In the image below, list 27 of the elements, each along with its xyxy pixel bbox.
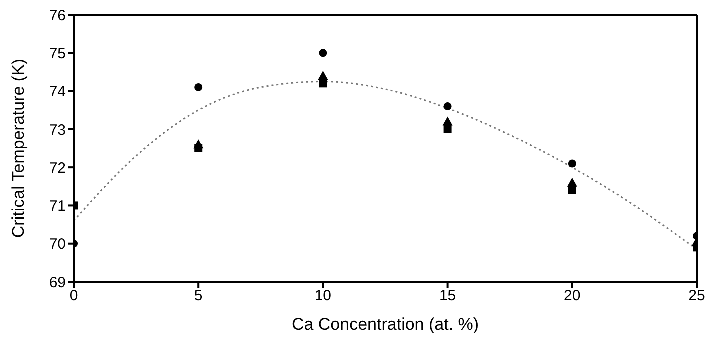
x-tick-label: 15 [439,288,456,305]
y-tick-label: 76 [49,7,66,24]
x-tick-label: 20 [564,288,581,305]
x-tick-label: 5 [194,288,203,305]
x-tick-label: 10 [314,288,332,305]
point [194,83,203,92]
x-tick-label: 25 [688,288,706,305]
y-tick-label: 70 [49,236,66,254]
y-tick-label: 74 [49,84,66,101]
point [568,186,576,194]
y-tick-label: 69 [49,274,66,292]
point [444,102,452,111]
y-axis-title: Critical Temperature (K) [9,58,28,238]
point [442,116,453,126]
point [568,160,576,168]
point [319,49,328,58]
point [194,140,204,149]
y-tick-label: 72 [49,160,66,177]
x-axis-title: Ca Concentration (at. %) [292,315,480,334]
y-tick-label: 75 [49,45,66,62]
y-tick-label: 71 [49,198,66,216]
point [567,178,578,187]
y-tick-label: 73 [49,122,66,139]
point [319,80,328,88]
point [318,71,328,80]
point [444,125,452,134]
x-tick-label: 0 [70,288,78,305]
